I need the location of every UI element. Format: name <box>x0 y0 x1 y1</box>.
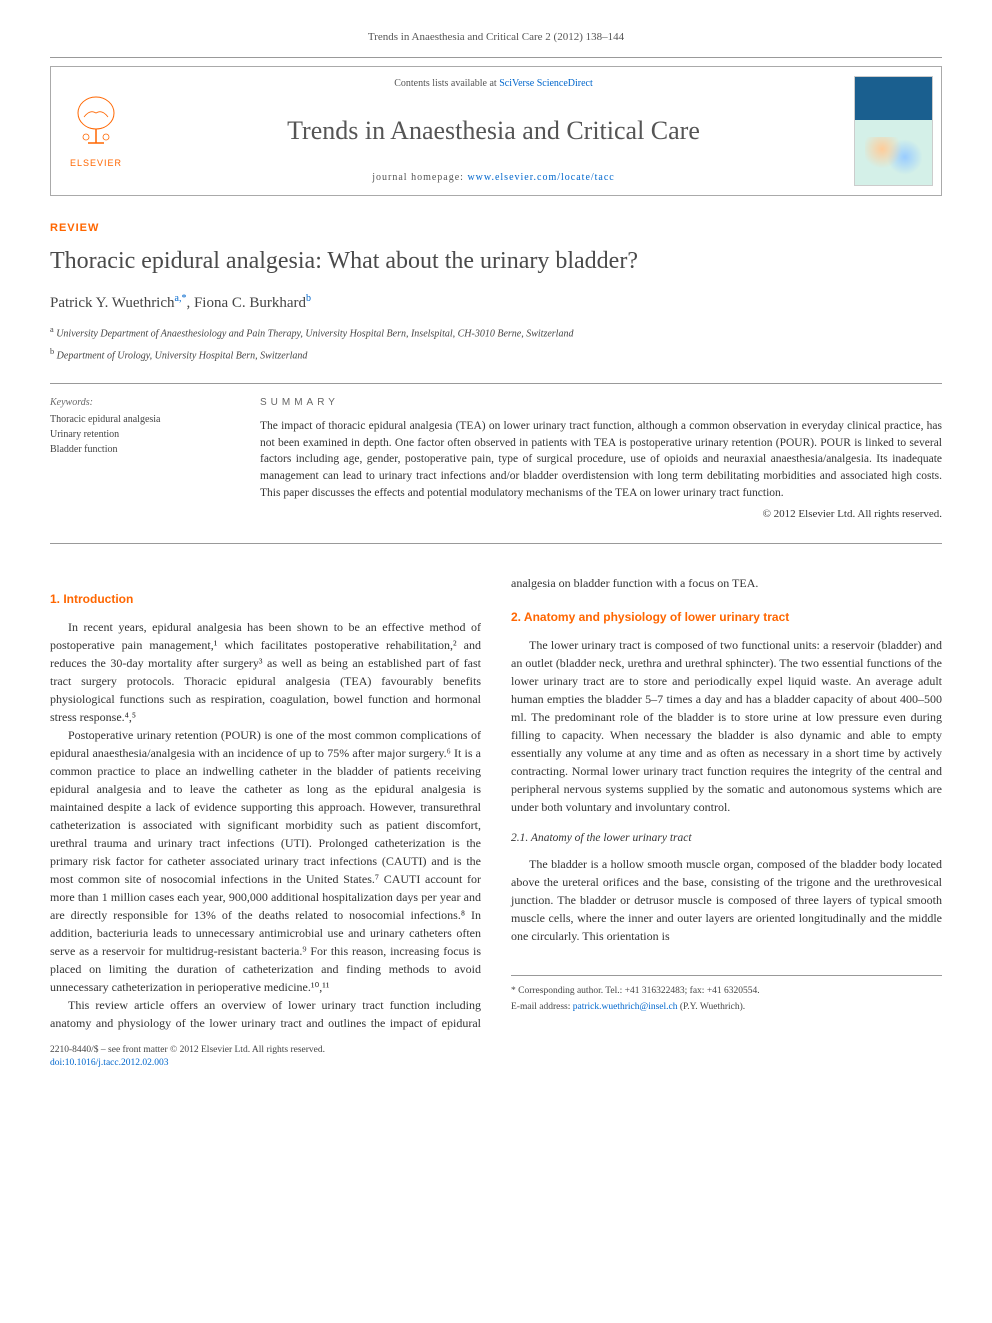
journal-center: Contents lists available at SciVerse Sci… <box>141 67 846 195</box>
affiliation-b: b Department of Urology, University Hosp… <box>50 346 942 363</box>
copyright-line: © 2012 Elsevier Ltd. All rights reserved… <box>260 507 942 522</box>
section-2-1-heading: 2.1. Anatomy of the lower urinary tract <box>511 830 942 847</box>
author-2: , Fiona C. Burkhard <box>186 295 306 311</box>
email-link[interactable]: patrick.wuethrich@insel.ch <box>573 1002 678 1012</box>
journal-header: ELSEVIER Contents lists available at Sci… <box>50 66 942 196</box>
summary-text: The impact of thoracic epidural analgesi… <box>260 418 942 501</box>
homepage-link[interactable]: www.elsevier.com/locate/tacc <box>467 172 614 183</box>
homepage-prefix: journal homepage: <box>372 172 467 183</box>
summary-bottom-rule <box>50 543 942 544</box>
section-1-para-1: In recent years, epidural analgesia has … <box>50 618 481 726</box>
keyword-3: Bladder function <box>50 442 230 457</box>
corresponding-author: * Corresponding author. Tel.: +41 316322… <box>511 984 942 998</box>
section-2-heading: 2. Anatomy and physiology of lower urina… <box>511 608 942 626</box>
affiliation-a-text: University Department of Anaesthesiology… <box>56 329 573 340</box>
contents-line: Contents lists available at SciVerse Sci… <box>161 77 826 91</box>
elsevier-tree-icon <box>66 93 126 153</box>
keywords-label: Keywords: <box>50 396 230 410</box>
cover-thumbnail <box>846 67 941 195</box>
summary-top-rule <box>50 383 942 384</box>
citation-header: Trends in Anaesthesia and Critical Care … <box>50 30 942 45</box>
affiliation-a: a University Department of Anaesthesiolo… <box>50 324 942 341</box>
article-type: REVIEW <box>50 221 942 236</box>
authors: Patrick Y. Wuethricha,*, Fiona C. Burkha… <box>50 292 942 314</box>
email-suffix: (P.Y. Wuethrich). <box>678 1002 746 1012</box>
cover-image <box>854 76 933 186</box>
section-1-para-2: Postoperative urinary retention (POUR) i… <box>50 726 481 996</box>
summary-block: Keywords: Thoracic epidural analgesia Ur… <box>50 396 942 523</box>
keywords-list: Thoracic epidural analgesia Urinary rete… <box>50 412 230 457</box>
homepage-line: journal homepage: www.elsevier.com/locat… <box>161 171 826 185</box>
footer-issn-block: 2210-8440/$ – see front matter © 2012 El… <box>50 1044 942 1071</box>
keyword-2: Urinary retention <box>50 427 230 442</box>
header-rule <box>50 57 942 58</box>
body-columns: 1. Introduction In recent years, epidura… <box>50 574 942 1032</box>
summary-column: SUMMARY The impact of thoracic epidural … <box>260 396 942 523</box>
author-2-sup: b <box>306 293 311 304</box>
section-2-para-1: The lower urinary tract is composed of t… <box>511 636 942 816</box>
journal-title: Trends in Anaesthesia and Critical Care <box>161 113 826 149</box>
issn-line: 2210-8440/$ – see front matter © 2012 El… <box>50 1044 942 1057</box>
contents-prefix: Contents lists available at <box>394 78 499 89</box>
article-title: Thoracic epidural analgesia: What about … <box>50 245 942 279</box>
corresponding-footer: * Corresponding author. Tel.: +41 316322… <box>511 975 942 1015</box>
elsevier-logo: ELSEVIER <box>51 67 141 195</box>
doi-line[interactable]: doi:10.1016/j.tacc.2012.02.003 <box>50 1057 942 1070</box>
summary-label: SUMMARY <box>260 396 942 410</box>
section-1-heading: 1. Introduction <box>50 590 481 608</box>
affiliation-a-sup: a <box>50 325 54 334</box>
author-1-sup: a,* <box>175 293 187 304</box>
section-2-1-para-1: The bladder is a hollow smooth muscle or… <box>511 855 942 945</box>
sciencedirect-link[interactable]: SciVerse ScienceDirect <box>499 78 593 89</box>
keyword-1: Thoracic epidural analgesia <box>50 412 230 427</box>
affiliation-b-text: Department of Urology, University Hospit… <box>57 350 308 361</box>
elsevier-label: ELSEVIER <box>70 157 122 170</box>
corresponding-email: E-mail address: patrick.wuethrich@insel.… <box>511 1000 942 1014</box>
affiliation-b-sup: b <box>50 347 54 356</box>
author-1: Patrick Y. Wuethrich <box>50 295 175 311</box>
email-label: E-mail address: <box>511 1002 573 1012</box>
keywords-column: Keywords: Thoracic epidural analgesia Ur… <box>50 396 230 523</box>
